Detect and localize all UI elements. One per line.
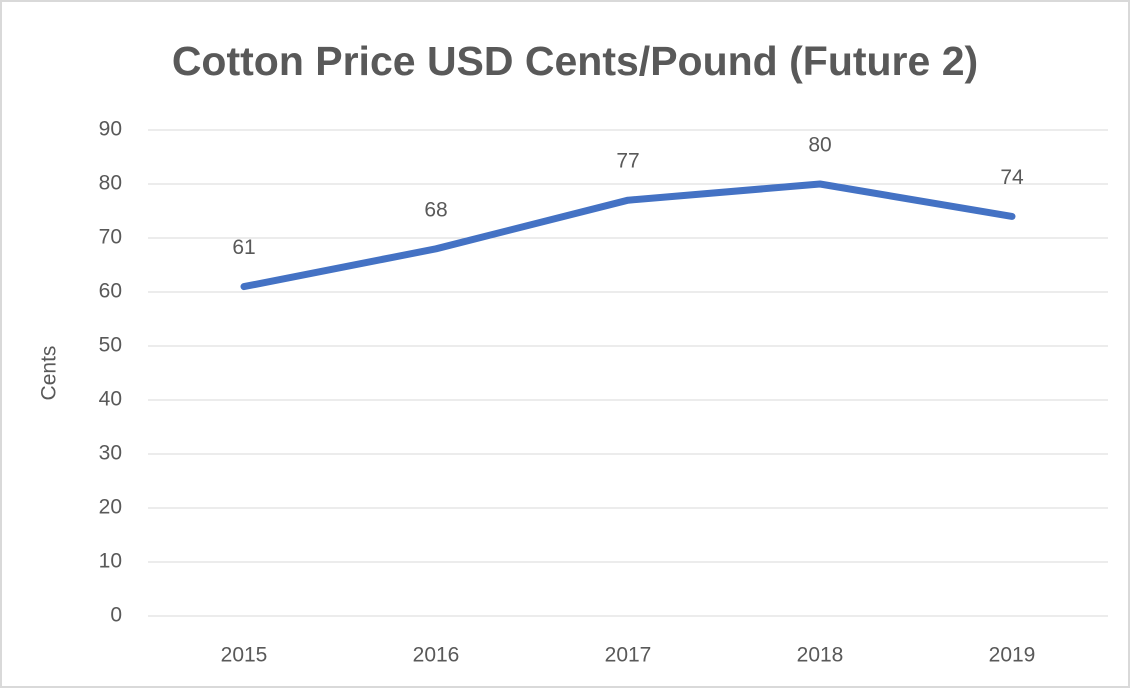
y-tick-label: 70	[99, 226, 122, 249]
data-label: 77	[616, 150, 639, 173]
y-tick-label: 90	[99, 118, 122, 141]
y-tick-label: 0	[110, 604, 122, 627]
line	[240, 180, 1016, 291]
y-tick-label: 20	[99, 496, 122, 519]
y-tick-label: 50	[99, 334, 122, 357]
y-tick-label: 10	[99, 550, 122, 573]
data-label: 80	[808, 134, 831, 157]
chart-title: Cotton Price USD Cents/Pound (Future 2)	[172, 38, 978, 84]
x-tick-label: 2018	[797, 644, 844, 667]
y-tick-label: 40	[99, 388, 122, 411]
x-tick-label: 2015	[221, 644, 268, 667]
y-tick-label: 30	[99, 442, 122, 465]
y-tick-label: 60	[99, 280, 122, 303]
y-axis-label: Cents	[38, 346, 61, 401]
data-label: 61	[232, 236, 255, 259]
data-label: 74	[1000, 166, 1024, 189]
y-tick-label: 80	[99, 172, 122, 195]
data-label: 68	[424, 198, 447, 221]
x-tick-label: 2016	[413, 644, 460, 667]
x-tick-label: 2019	[989, 644, 1036, 667]
x-tick-label: 2017	[605, 644, 652, 667]
